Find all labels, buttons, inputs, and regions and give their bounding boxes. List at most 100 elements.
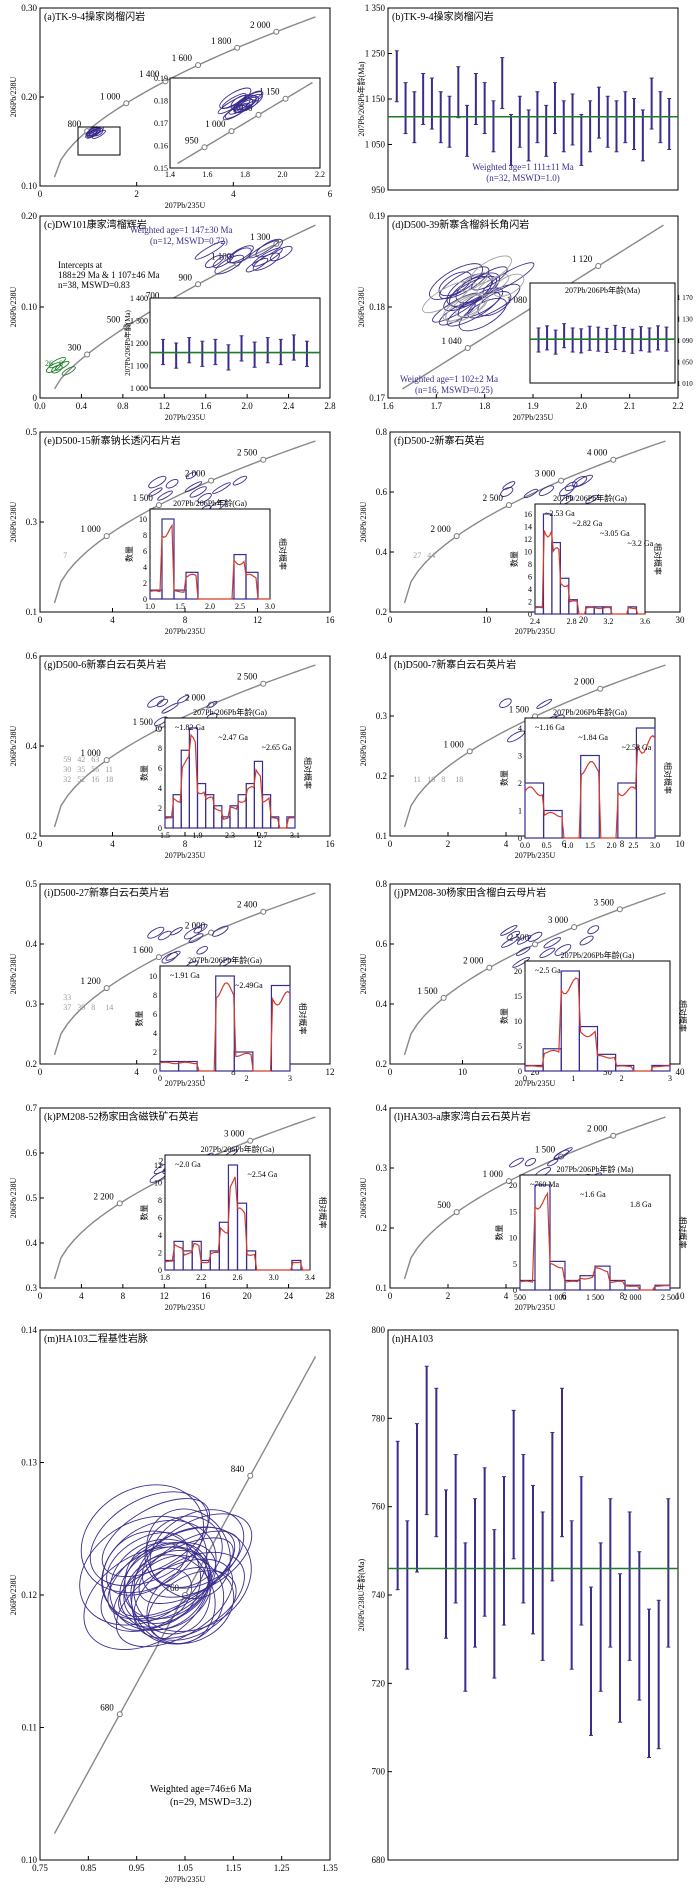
concordia-marker <box>84 351 91 358</box>
concordia-age-label: 2 000 <box>250 20 271 30</box>
data-ellipse <box>554 944 572 956</box>
y-tick-label: 0.4 <box>26 939 38 949</box>
x-tick-label: 4 <box>134 1067 139 1077</box>
x-tick-label: 0.95 <box>129 1863 145 1873</box>
inset-y-tick: 1 400 <box>130 294 148 303</box>
concordia-marker <box>103 985 110 992</box>
histogram-x-tick: 1.0 <box>563 841 573 850</box>
concordia-age-label: 2 200 <box>94 1191 115 1201</box>
x-tick-label: 1.15 <box>225 1863 241 1873</box>
probability-curve <box>519 1191 671 1291</box>
x-tick-label: 4 <box>79 1291 84 1301</box>
concordia-age-label: 3 000 <box>535 469 556 479</box>
concordia-marker <box>123 323 130 330</box>
y-axis-label: 206Pb/238U <box>9 954 18 995</box>
chart-g: 0 4 8 12 16 0.2 0.4 0.6 (g)D500-6新寨白云石英片岩 207Pb/2… <box>9 651 335 860</box>
histogram-prob-label: 相对概率 <box>663 762 673 794</box>
y-tick-label: 0.1 <box>376 831 387 841</box>
histogram-y-tick: 2 <box>528 598 532 607</box>
histogram-x-tick: 3 <box>668 1074 672 1083</box>
data-ellipse <box>512 956 530 968</box>
data-ellipse <box>459 272 489 292</box>
inset-x-tick: 1.6 <box>203 170 213 179</box>
weighted-age-label: Weighted age=746±6 Ma <box>150 1784 252 1795</box>
x-tick-label: 20 <box>579 615 589 625</box>
x-tick-label: 1.25 <box>274 1863 290 1873</box>
histogram-x-tick: 2.7 <box>258 831 268 840</box>
inset-y-tick: 1 130 <box>677 316 693 324</box>
y-axis-label: 206Pb/238U <box>9 1178 18 1219</box>
y-tick-label: 0.5 <box>26 1193 38 1203</box>
data-ellipse <box>88 129 98 137</box>
histogram-x-tick: 2 000 <box>624 1293 642 1302</box>
concordia-age-label: 3 500 <box>594 897 615 907</box>
histogram-x-tick: 2.8 <box>567 617 577 626</box>
inset-y-tick: 1 200 <box>130 339 148 348</box>
x-axis-label: 207Pb/235U <box>513 413 554 422</box>
concordia-age-label: 800 <box>68 119 82 129</box>
y-tick-label: 0.3 <box>376 1163 388 1173</box>
histogram-y-tick: 4 <box>158 1231 162 1240</box>
x-tick-label: 2 <box>134 189 139 199</box>
y-tick-label: 0.1 <box>376 1283 387 1293</box>
inset-y-tick: 1 300 <box>130 317 148 326</box>
data-ellipse <box>157 490 173 501</box>
concordia-marker <box>453 533 460 540</box>
data-ellipse <box>106 1532 188 1596</box>
y-tick-label: 0.1 <box>26 607 37 617</box>
peak-label: ~1.82 Ga <box>175 723 205 732</box>
y-tick-label: 0.6 <box>26 651 38 661</box>
y-tick-label: 0.8 <box>376 879 388 889</box>
histogram-y-tick: 0 <box>518 834 522 843</box>
data-ellipse <box>536 698 553 709</box>
concordia-marker <box>116 1200 123 1207</box>
histogram-prob-label: 相对概率 <box>278 538 288 570</box>
x-tick-label: 16 <box>201 1291 211 1301</box>
x-axis-label: 207Pb/235U <box>165 1875 206 1884</box>
histogram-y-tick: 4 <box>158 784 162 793</box>
histogram-x-tick: 2 <box>245 1074 249 1083</box>
histogram-count-label: 数量 <box>139 765 149 781</box>
x-tick-label: 0 <box>38 1291 43 1301</box>
concordia-age-label: 840 <box>231 1464 245 1474</box>
panel-h: 0 2 4 6 8 10 0.1 0.2 0.3 0.4 (h)D500-7新寨白云石英片岩 207P… <box>350 648 700 868</box>
inset-y-tick: 0.19 <box>154 74 168 83</box>
panel-d: 1.6 1.7 1.8 1.9 2.0 2.1 2.2 0.17 0.18 0.19 (d)D500… <box>350 208 700 422</box>
probability-curve <box>524 977 671 1072</box>
y-tick-label: 0.3 <box>26 1283 38 1293</box>
histogram-y-tick: 10 <box>139 515 147 524</box>
concordia-marker <box>595 263 602 270</box>
y-tick-label: 0.8 <box>376 427 388 437</box>
x-tick-label: 4 <box>110 839 115 849</box>
histogram-count-label: 数量 <box>494 1225 504 1241</box>
data-ellipse <box>226 245 254 264</box>
peak-label: ~760 Ma <box>530 1180 559 1189</box>
concordia-marker <box>162 78 169 85</box>
y-tick-label: 0.17 <box>369 393 385 403</box>
histogram-x-tick: 1.9 <box>193 831 203 840</box>
weighted-age-stats: (n=29, MSWD=3.2) <box>170 1797 252 1808</box>
y-axis-label: 206Pb/238U <box>357 287 366 328</box>
concordia-age-label: 1 500 <box>535 1145 556 1155</box>
chart-a: 0 2 4 6 0.10 0.20 0.30 (a)TK-9-4操家岗榴闪岩 207Pb/235… <box>9 3 333 210</box>
concordia-marker <box>195 281 202 288</box>
histogram-bar <box>188 727 199 829</box>
histogram-bar <box>624 1284 641 1291</box>
histogram-bar <box>233 1051 254 1072</box>
histogram-x-tick: 2.3 <box>225 831 235 840</box>
y-tick-label: 0.5 <box>26 427 38 437</box>
histogram-y-tick: 10 <box>514 1017 522 1026</box>
x-tick-label: 8 <box>121 1291 126 1301</box>
peak-label: ~1.6 Ga <box>580 1190 606 1199</box>
data-ellipse <box>156 698 169 708</box>
x-tick-label: 0.8 <box>117 401 129 411</box>
y-tick-label: 0.2 <box>26 831 37 841</box>
inset-y-tick: 0.17 <box>154 119 168 128</box>
x-tick-label: 6 <box>328 189 333 199</box>
concordia-age-label: 1 100 <box>211 252 232 262</box>
chart-title: (d)D500-39新寨含榴斜长角闪岩 <box>392 218 529 231</box>
x-tick-label: 1.35 <box>322 1863 338 1873</box>
y-axis-label: 206Pb/238U <box>9 726 18 767</box>
data-ellipse <box>92 129 106 139</box>
histogram-x-tick: 0 <box>158 1074 162 1083</box>
